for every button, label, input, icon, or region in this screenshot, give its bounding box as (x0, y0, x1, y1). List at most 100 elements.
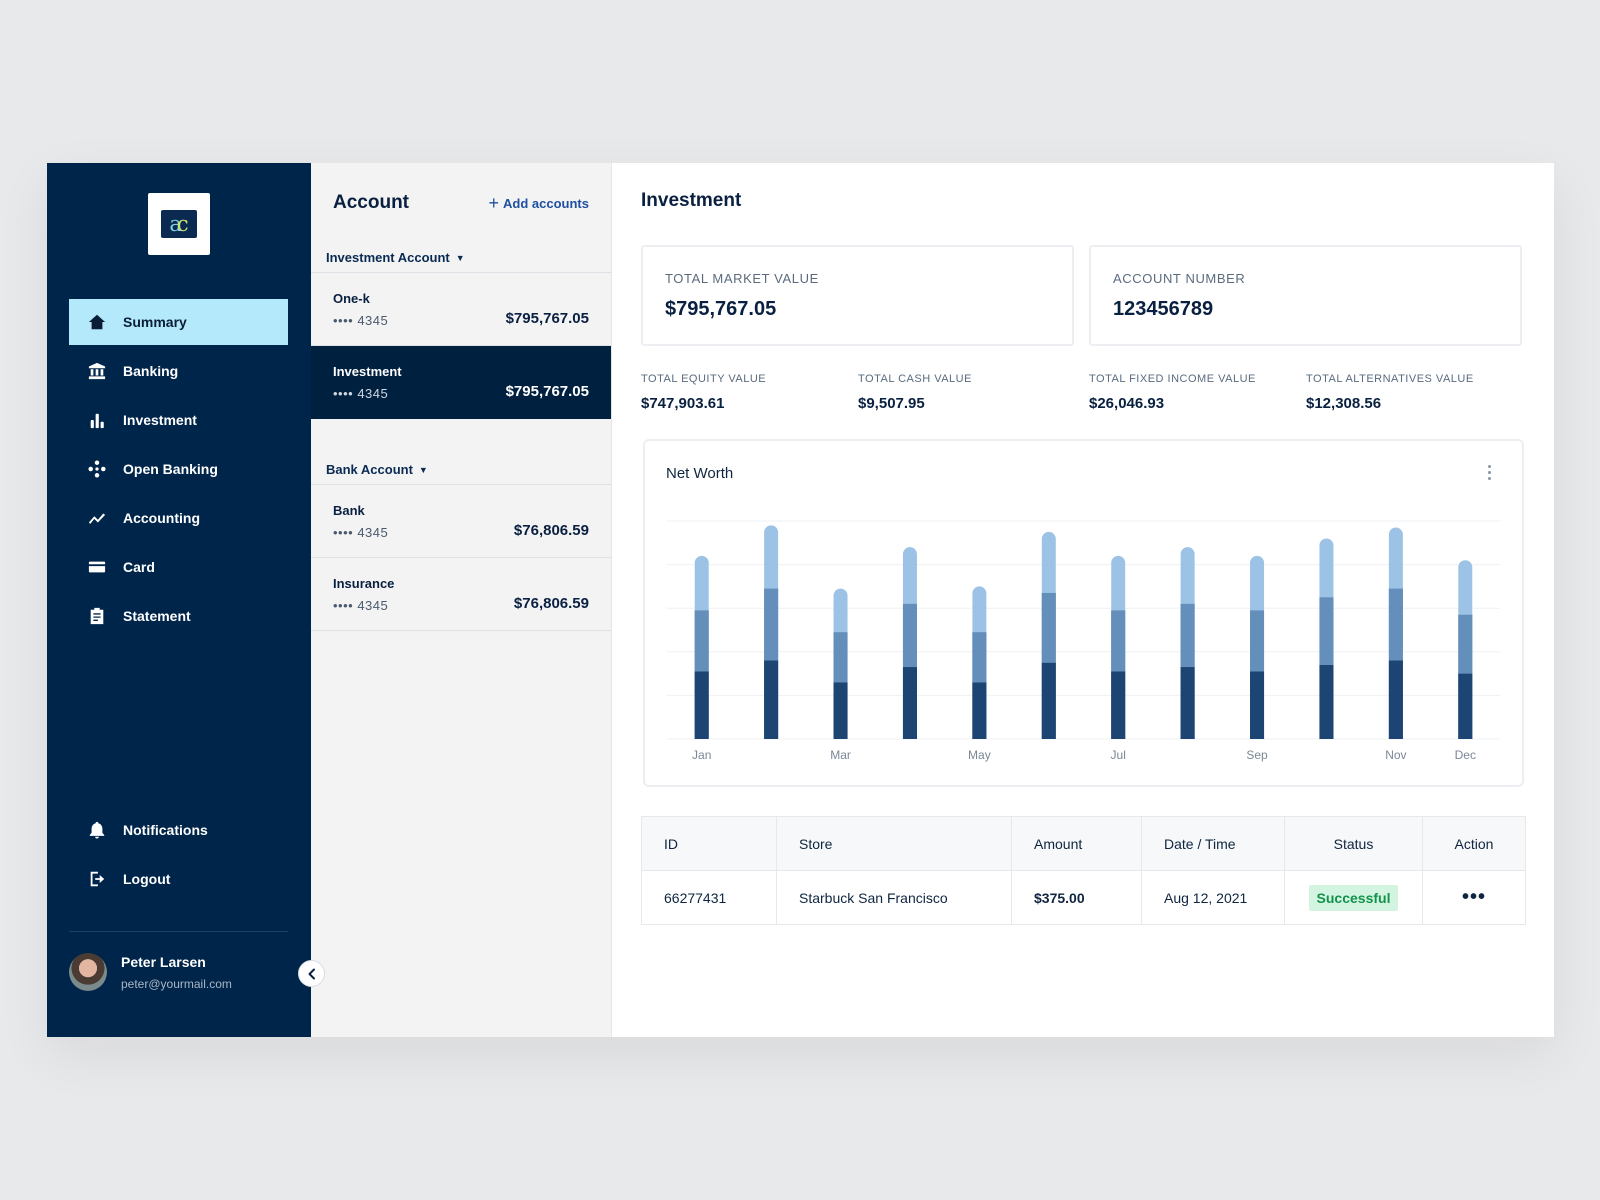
nav-item-summary[interactable]: Summary (69, 299, 288, 345)
stat-total-cash: TOTAL CASH VALUE $9,507.95 (858, 373, 972, 412)
account-header: Account + Add accounts (311, 163, 611, 243)
account-title: Account (333, 192, 409, 213)
column-header-amount[interactable]: Amount (1011, 816, 1142, 871)
nav-label: Statement (123, 608, 191, 624)
bar-jul-segment-3[interactable] (1111, 555, 1126, 618)
bar-mar-segment-3[interactable] (833, 588, 848, 640)
group-bank-account[interactable]: Bank Account ▼ (311, 455, 611, 485)
account-item-insurance[interactable]: Insurance •••• 4345 $76,806.59 (311, 558, 611, 631)
kpi-account-number: ACCOUNT NUMBER 123456789 (1089, 245, 1522, 346)
add-accounts-button[interactable]: + Add accounts (489, 194, 589, 212)
cell-id: 66277431 (641, 870, 777, 925)
x-tick-label-dec: Dec (1455, 748, 1476, 762)
bar-oct-segment-3[interactable] (1319, 538, 1334, 605)
column-header-id[interactable]: ID (641, 816, 777, 871)
trend-icon (87, 508, 107, 528)
nav-label: Summary (123, 314, 187, 330)
column-header-store[interactable]: Store (776, 816, 1012, 871)
avatar (69, 953, 107, 991)
kpi-total-market-value: TOTAL MARKET VALUE $795,767.05 (641, 245, 1074, 346)
nav-item-open-banking[interactable]: Open Banking (69, 446, 288, 492)
bar-apr-segment-2-overlay (902, 603, 917, 668)
bank-icon (87, 361, 107, 381)
nav-item-card[interactable]: Card (69, 544, 288, 590)
account-number-masked: •••• 4345 (333, 525, 389, 540)
chevron-left-icon (308, 968, 315, 979)
bar-nov-segment-3[interactable] (1388, 527, 1403, 596)
nav-item-banking[interactable]: Banking (69, 348, 288, 394)
column-header-status[interactable]: Status (1284, 816, 1423, 871)
group-label: Bank Account (326, 462, 413, 477)
network-icon (87, 459, 107, 479)
user-name: Peter Larsen (121, 953, 206, 970)
net-worth-chart: Jan Mar May Jul Sep Nov Dec (667, 520, 1500, 762)
group-investment-account[interactable]: Investment Account ▼ (311, 243, 611, 273)
stat-total-fixed-income: TOTAL FIXED INCOME VALUE $26,046.93 (1089, 373, 1256, 412)
bar-aug-segment-3[interactable] (1180, 547, 1195, 611)
nav-item-notifications[interactable]: Notifications (69, 807, 288, 853)
bar-feb-segment-2-overlay (764, 588, 779, 661)
cell-action: ••• (1422, 870, 1526, 925)
bar-apr-segment-3[interactable] (902, 547, 917, 611)
nav-label: Accounting (123, 510, 200, 526)
stat-label: TOTAL FIXED INCOME VALUE (1089, 373, 1256, 385)
bar-jan-segment-2-overlay (694, 610, 709, 672)
stat-total-equity: TOTAL EQUITY VALUE $747,903.61 (641, 373, 766, 412)
row-actions-button[interactable]: ••• (1461, 886, 1486, 908)
logout-icon (87, 869, 107, 889)
column-header-date[interactable]: Date / Time (1141, 816, 1285, 871)
nav-item-logout[interactable]: Logout (69, 856, 288, 902)
nav-item-accounting[interactable]: Accounting (69, 495, 288, 541)
bar-jan-segment-3[interactable] (694, 555, 709, 618)
stat-label: TOTAL CASH VALUE (858, 373, 972, 385)
nav-label: Banking (123, 363, 179, 379)
stat-total-alternatives: TOTAL ALTERNATIVES VALUE $12,308.56 (1306, 373, 1474, 412)
user-info: Peter Larsen peter@yourmail.com (121, 954, 232, 991)
more-options-icon[interactable] (1488, 465, 1492, 483)
nav-item-statement[interactable]: Statement (69, 593, 288, 639)
status-badge: Successful (1308, 884, 1399, 911)
home-icon (87, 312, 107, 332)
x-tick-label-sep: Sep (1246, 748, 1268, 762)
account-balance: $795,767.05 (505, 383, 589, 400)
stat-value: $12,308.56 (1306, 395, 1382, 412)
account-balance: $76,806.59 (513, 522, 589, 539)
main-nav: Summary Banking Investment Open Banking … (69, 299, 288, 642)
account-item-one-k[interactable]: One-k •••• 4345 $795,767.05 (311, 273, 611, 346)
bar-mar-segment-1-overlay (833, 682, 848, 739)
bar-sep-segment-2-overlay (1250, 610, 1265, 672)
table-row[interactable]: 66277431 Starbuck San Francisco $375.00 … (641, 870, 1526, 925)
account-name: Investment (333, 364, 402, 379)
bar-jun-segment-3[interactable] (1041, 531, 1056, 600)
bar-aug-segment-1-overlay (1180, 667, 1195, 739)
group-label: Investment Account (326, 250, 450, 265)
bar-oct-segment-2-overlay (1319, 597, 1334, 665)
account-item-investment[interactable]: Investment •••• 4345 $795,767.05 (311, 346, 611, 419)
clipboard-icon (87, 606, 107, 626)
bar-dec-segment-3[interactable] (1458, 560, 1473, 622)
bar-sep-segment-3[interactable] (1250, 555, 1265, 618)
account-item-bank[interactable]: Bank •••• 4345 $76,806.59 (311, 485, 611, 558)
user-profile[interactable]: Peter Larsen peter@yourmail.com (69, 953, 232, 991)
kpi-value: $795,767.05 (665, 298, 777, 320)
stat-value: $747,903.61 (641, 395, 725, 412)
account-panel: Account + Add accounts Investment Accoun… (311, 163, 612, 1037)
bar-feb-segment-3[interactable] (764, 525, 779, 596)
bar-jan-segment-1-overlay (694, 671, 709, 739)
account-name: Insurance (333, 576, 395, 591)
nav-label: Notifications (123, 822, 208, 838)
cell-date: Aug 12, 2021 (1141, 870, 1285, 925)
bar-nov-segment-1-overlay (1388, 660, 1403, 739)
nav-item-investment[interactable]: Investment (69, 397, 288, 443)
bar-jul-segment-1-overlay (1111, 671, 1126, 739)
collapse-sidebar-button[interactable] (298, 960, 325, 987)
x-tick-label-jul: Jul (1111, 748, 1126, 762)
bar-apr-segment-1-overlay (902, 667, 917, 739)
caret-down-icon: ▼ (455, 252, 465, 263)
page-title: Investment (641, 190, 742, 211)
card-icon (87, 557, 107, 577)
bar-may-segment-3[interactable] (972, 586, 987, 640)
